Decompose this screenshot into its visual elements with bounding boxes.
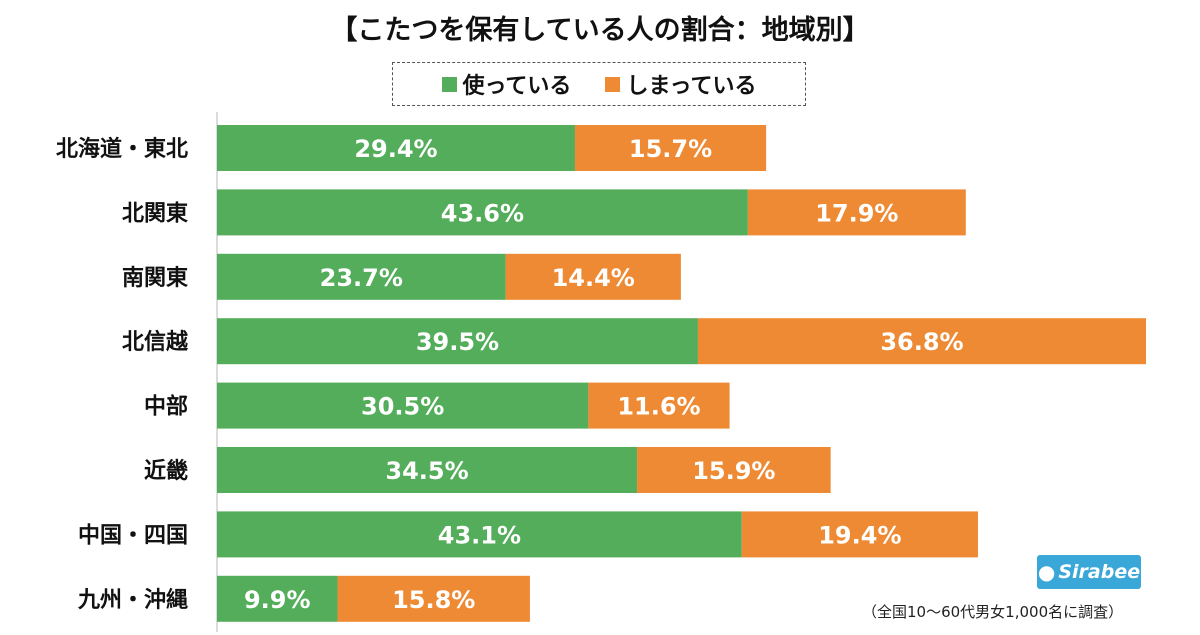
bar-hokushinetsu-using — [217, 318, 698, 365]
category-label-chugoku-shikoku: 中国・四国 — [78, 523, 188, 548]
category-label-kyushu-okinawa: 九州・沖縄 — [77, 588, 188, 613]
bar-kyushu-okinawa-stored — [337, 575, 530, 622]
value-label-kyushu-okinawa-using: 9.9% — [244, 586, 311, 614]
category-label-kita-kanto: 北関東 — [122, 201, 188, 226]
value-label-hokushinetsu-using: 39.5% — [416, 328, 499, 356]
legend-item-stored: しまっている — [605, 68, 756, 100]
logo-mark-icon: ● — [1037, 560, 1056, 584]
footnote: （全国10〜60代男女1,000名に調査） — [862, 603, 1124, 621]
legend-label-stored: しまっている — [626, 74, 757, 99]
bar-hokushinetsu-stored — [697, 318, 1146, 365]
value-label-hokushinetsu-stored: 36.8% — [880, 328, 963, 356]
value-label-hokkaido-tohoku-using: 29.4% — [354, 135, 437, 163]
value-label-chubu-using: 30.5% — [361, 393, 444, 421]
legend-swatch-stored — [605, 76, 621, 92]
category-label-chubu: 中部 — [144, 394, 188, 420]
bar-kita-kanto-stored — [747, 189, 966, 236]
category-label-hokkaido-tohoku: 北海道・東北 — [56, 136, 188, 162]
bar-hokkaido-tohoku-using — [217, 125, 575, 171]
legend-swatch-using — [441, 76, 457, 92]
value-label-chubu-stored: 11.6% — [617, 393, 700, 421]
value-label-chugoku-shikoku-stored: 19.4% — [818, 521, 901, 549]
value-label-chugoku-shikoku-using: 43.1% — [438, 521, 521, 549]
chart-title: 【こたつを保有している人の割合：地域別】 — [330, 15, 870, 46]
bar-chugoku-shikoku-using — [217, 511, 742, 558]
bar-chubu-using — [217, 382, 589, 429]
bar-minami-kanto-using — [217, 253, 506, 300]
value-label-minami-kanto-stored: 14.4% — [552, 264, 635, 292]
value-label-kinki-using: 34.5% — [385, 457, 468, 485]
bar-chugoku-shikoku-stored — [741, 511, 978, 558]
bar-kinki-using — [217, 447, 638, 493]
bar-hokkaido-tohoku-stored — [574, 125, 767, 171]
value-label-kyushu-okinawa-stored: 15.8% — [392, 586, 475, 614]
bar-kita-kanto-using — [217, 189, 748, 236]
bar-chubu-stored — [588, 382, 730, 429]
sirabee-logo: ● Sirabee — [1037, 555, 1141, 589]
value-label-kinki-stored: 15.9% — [692, 457, 775, 485]
logo-text: Sirabee — [1058, 561, 1141, 583]
legend-label-using: 使っている — [462, 74, 572, 99]
value-label-hokkaido-tohoku-stored: 15.7% — [629, 135, 712, 163]
value-label-kita-kanto-stored: 17.9% — [815, 199, 898, 227]
category-label-kinki: 近畿 — [144, 458, 188, 484]
legend-item-using: 使っている — [441, 68, 572, 100]
category-label-hokushinetsu: 北信越 — [122, 329, 189, 355]
value-label-minami-kanto-using: 23.7% — [320, 264, 403, 292]
legend: 使っている しまっている — [392, 62, 806, 106]
bar-kyushu-okinawa-using — [217, 575, 338, 622]
category-label-minami-kanto: 南関東 — [122, 266, 188, 291]
bar-kinki-stored — [637, 447, 831, 493]
value-label-kita-kanto-using: 43.6% — [441, 199, 524, 227]
bar-minami-kanto-stored — [505, 253, 681, 300]
